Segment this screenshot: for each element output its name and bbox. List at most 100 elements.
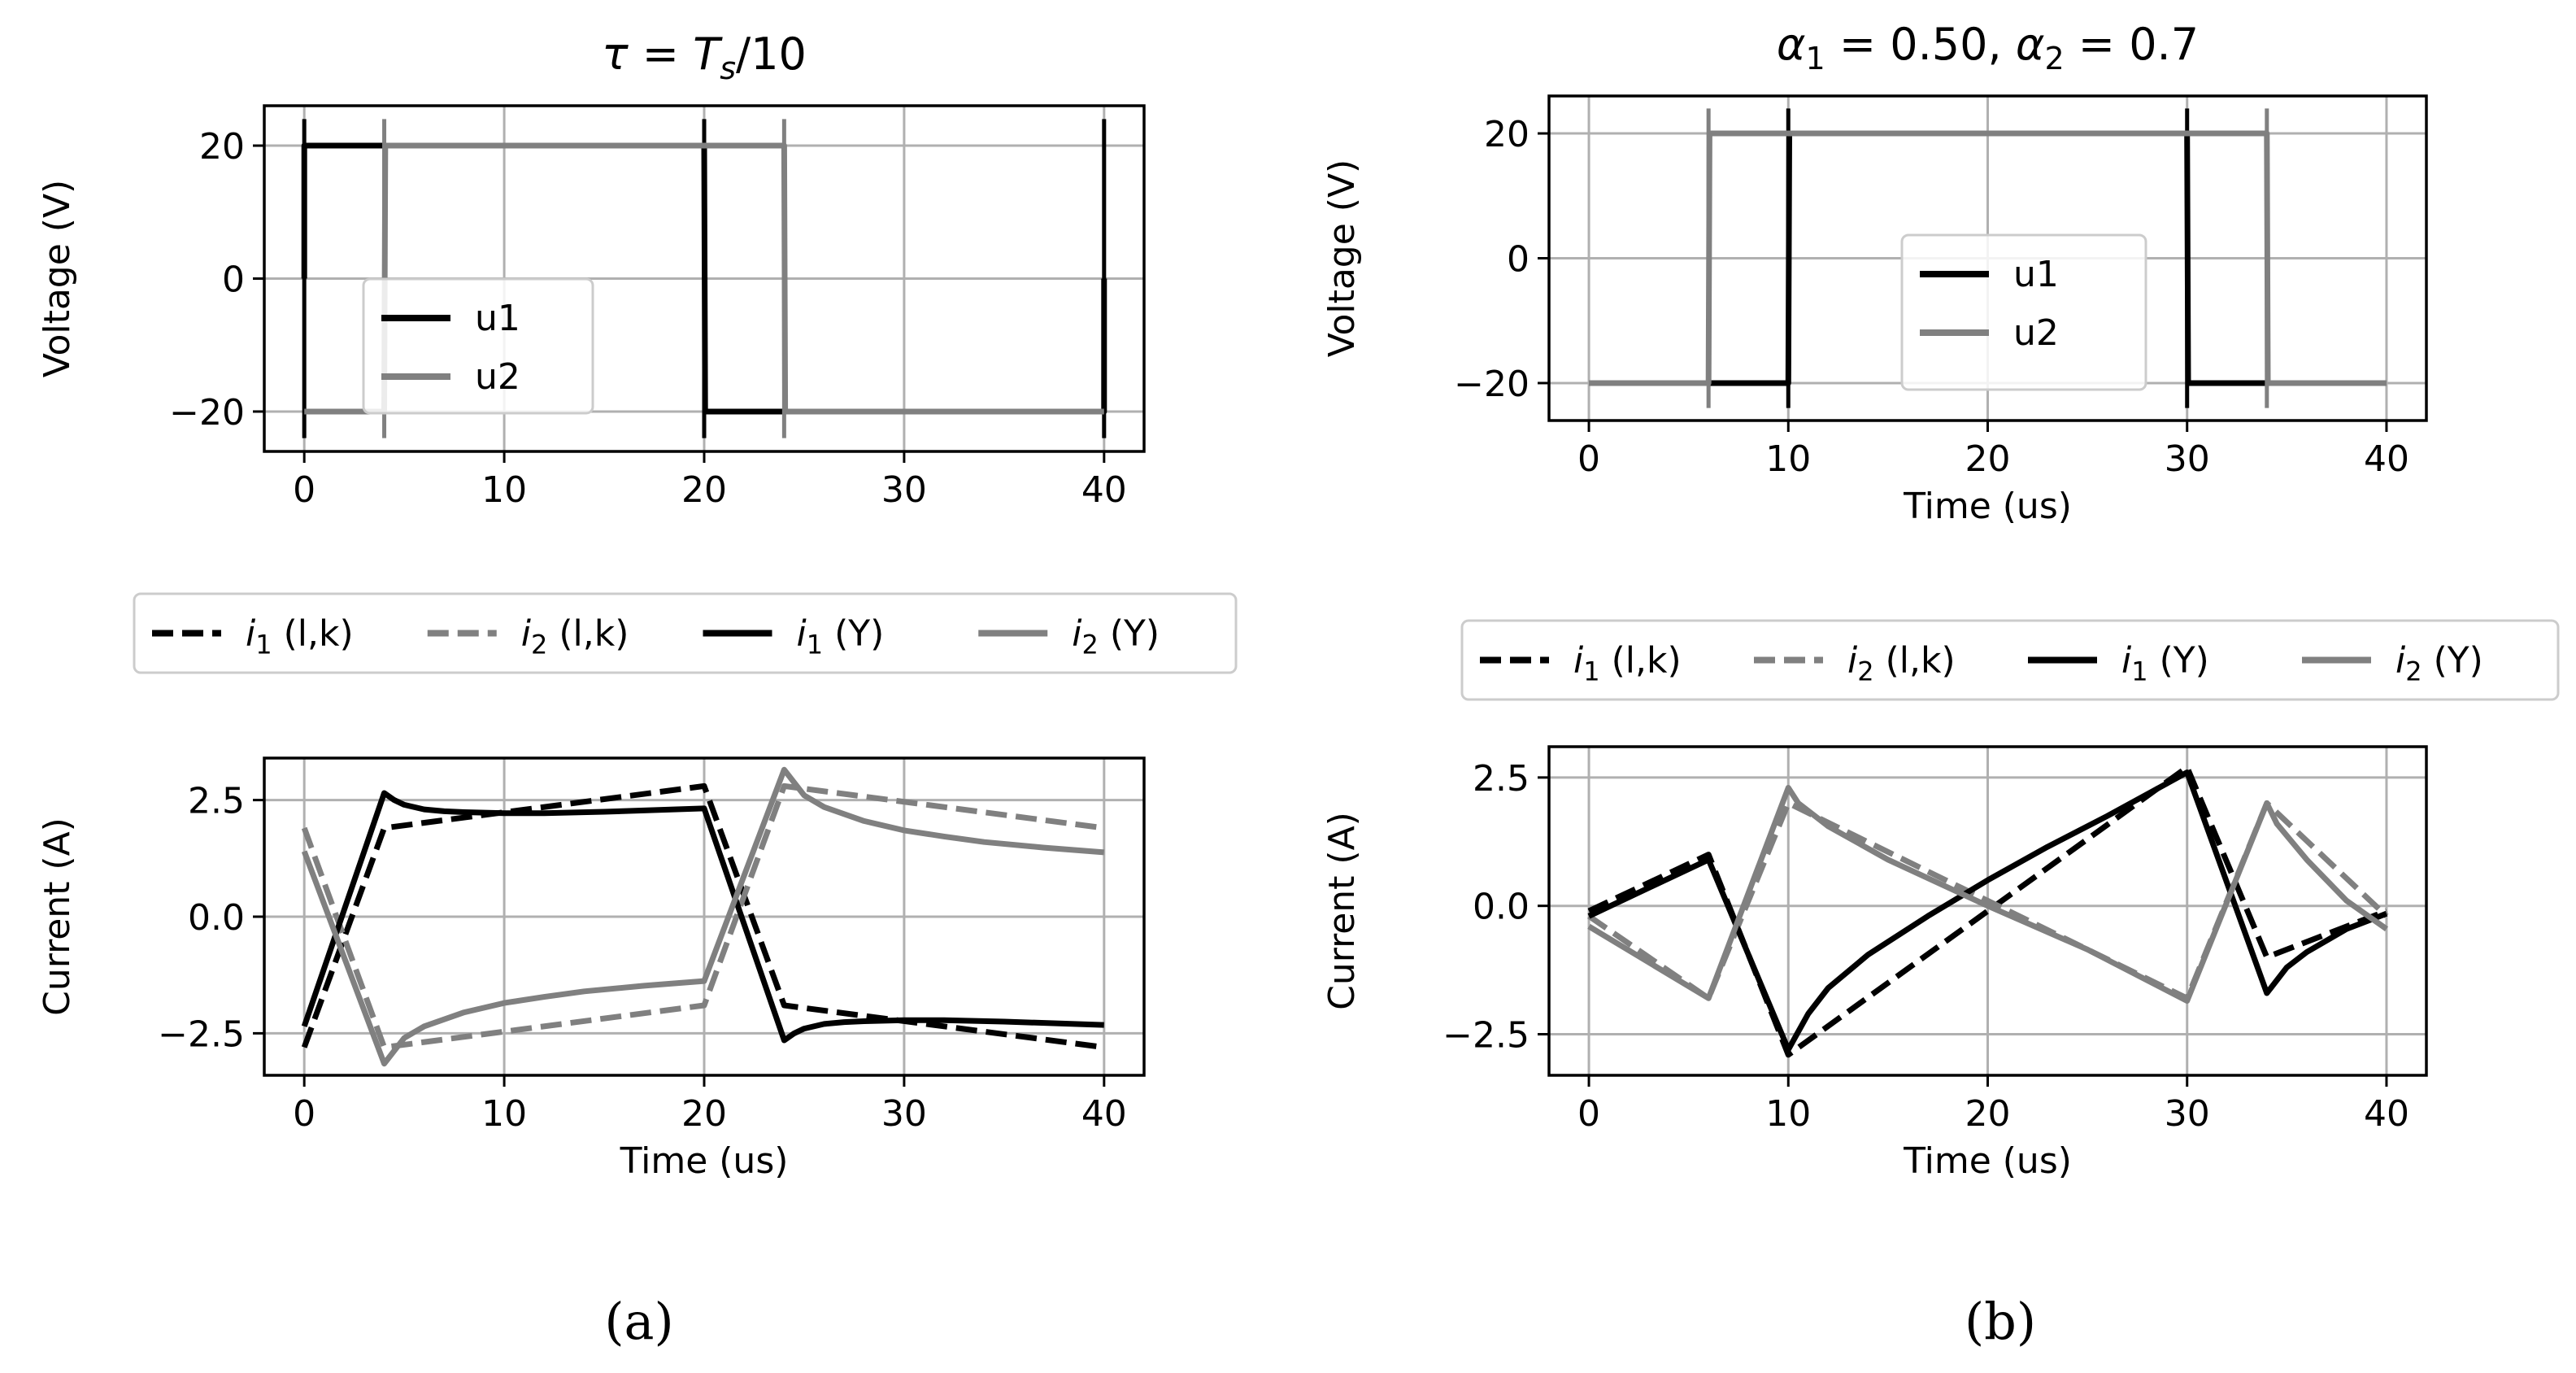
legend-label-rest: (l,k): [1600, 640, 1682, 682]
legend-label-rest: (Y): [2148, 640, 2209, 682]
series-line-i1y: [1587, 769, 2388, 1053]
legend-label: i2 (Y): [2395, 640, 2483, 687]
series-group: [1589, 108, 2387, 408]
x-tick-label: 30: [2165, 1093, 2210, 1135]
axes-frame: [1547, 745, 2428, 1077]
y-tick-label: −20: [1454, 364, 1530, 405]
legend-label-rest: (Y): [823, 613, 884, 655]
chart-title: τ = Ts/10: [602, 28, 807, 86]
series-line-i2y: [301, 766, 1105, 1067]
legend-label-subscript: 2: [1857, 656, 1873, 687]
legend-label-subscript: 2: [1081, 630, 1098, 660]
series-line-i1lk: [1587, 764, 2388, 1058]
legend-label-symbol: i: [797, 613, 807, 655]
y-axis-label: Voltage (V): [1321, 159, 1363, 357]
legend-label-subscript: 2: [2405, 656, 2422, 687]
x-tick-label: 40: [2364, 1093, 2409, 1135]
axes-frame: [263, 756, 1146, 1077]
legend-label-subscript: 1: [2131, 656, 2147, 687]
title-eq: =: [629, 28, 694, 80]
title-end: = 0.7: [2065, 19, 2199, 70]
title-alpha2: α: [2016, 19, 2045, 70]
legend-label-symbol: i: [1847, 640, 1858, 682]
legend-label: i1 (l,k): [1573, 640, 1682, 687]
y-tick-label: 0: [222, 259, 245, 301]
panel-a_current: 0 10 20 30 40 −2.5 0.0 2.5 Current (A) Time (us) i…: [37, 592, 1238, 1182]
legend-label: u1: [475, 298, 520, 339]
x-axis-label: Time (us): [1903, 486, 2072, 527]
legend-label-symbol: i: [2121, 640, 2132, 682]
y-axis-label: Current (A): [37, 817, 78, 1016]
y-tick-label: 20: [199, 126, 245, 168]
x-tick-label: 10: [481, 469, 527, 511]
y-tick-label: 0.0: [188, 897, 245, 939]
series-line-i1y: [301, 790, 1104, 1044]
y-tick-label: 2.5: [188, 781, 245, 822]
title-alpha1: α: [1777, 19, 1806, 70]
legend-label-symbol: i: [1573, 640, 1584, 682]
x-tick-label: 30: [881, 469, 927, 511]
x-tick-label: 10: [1765, 1093, 1811, 1135]
legend: i1 (l,k) i2 (l,k) i1 (Y) i2 (Y): [133, 592, 1238, 674]
legend-label: i2 (l,k): [521, 613, 629, 660]
title-sub-2: 2: [2044, 41, 2064, 76]
legend-label-rest: (Y): [2422, 640, 2483, 682]
y-axis-label: Voltage (V): [37, 180, 78, 377]
legend: i1 (l,k) i2 (l,k) i1 (Y) i2 (Y): [1460, 619, 2560, 701]
x-tick-label: 0: [293, 469, 315, 511]
x-tick-label: 40: [1081, 1093, 1127, 1135]
series-group: [301, 119, 1107, 438]
x-tick-label: 10: [481, 1093, 527, 1135]
y-axis-label: Current (A): [1321, 812, 1363, 1010]
title-mid: = 0.50,: [1825, 19, 2016, 70]
y-tick-label: 2.5: [1473, 758, 1530, 800]
legend-label-rest: (l,k): [547, 613, 629, 655]
series-line-i2y: [1587, 785, 2389, 1004]
y-tick-label: −2.5: [158, 1013, 245, 1055]
legend-label-subscript: 1: [255, 630, 272, 660]
legend-label: i2 (l,k): [1847, 640, 1956, 687]
legend-label-subscript: 1: [1583, 656, 1599, 687]
panel-b_current: 0 10 20 30 40 −2.5 0.0 2.5 Current (A) Time (us) i…: [1321, 619, 2560, 1182]
title-T: T: [693, 28, 723, 80]
legend-label: u2: [2013, 312, 2059, 354]
legend-label: i1 (Y): [2121, 640, 2209, 687]
legend-label: u2: [475, 356, 520, 398]
x-tick-label: 0: [1577, 1093, 1600, 1135]
legend-box: [133, 592, 1238, 674]
series-group: [301, 766, 1105, 1067]
legend-label-symbol: i: [246, 613, 256, 655]
legend-label-symbol: i: [521, 613, 532, 655]
series-line-i1lk: [301, 782, 1105, 1051]
legend-label: u1: [2013, 254, 2059, 295]
title-sub-1: 1: [1806, 41, 1825, 76]
legend-label-subscript: 1: [807, 630, 823, 660]
legend-label-symbol: i: [1072, 613, 1082, 655]
x-tick-label: 0: [293, 1093, 315, 1135]
x-tick-label: 40: [2364, 438, 2409, 480]
y-tick-label: 0.0: [1473, 887, 1530, 928]
series-line-i2lk: [301, 782, 1105, 1051]
legend-label: i1 (l,k): [246, 613, 354, 660]
axes-frame: [263, 104, 1146, 453]
x-tick-label: 30: [881, 1093, 927, 1135]
legend-label-rest: (Y): [1099, 613, 1160, 655]
x-tick-label: 40: [1081, 469, 1127, 511]
x-tick-label: 20: [681, 1093, 727, 1135]
caption-b: (b): [1965, 1292, 2036, 1351]
x-tick-label: 0: [1577, 438, 1600, 480]
legend-label-subscript: 2: [531, 630, 547, 660]
x-tick-label: 20: [681, 469, 727, 511]
title-rest: /10: [736, 28, 807, 80]
title-tau: τ: [602, 28, 629, 80]
legend-label-rest: (l,k): [1874, 640, 1956, 682]
series-line-u2: [1589, 130, 2387, 386]
y-tick-label: 0: [1507, 239, 1530, 281]
legend-label-rest: (l,k): [272, 613, 354, 655]
